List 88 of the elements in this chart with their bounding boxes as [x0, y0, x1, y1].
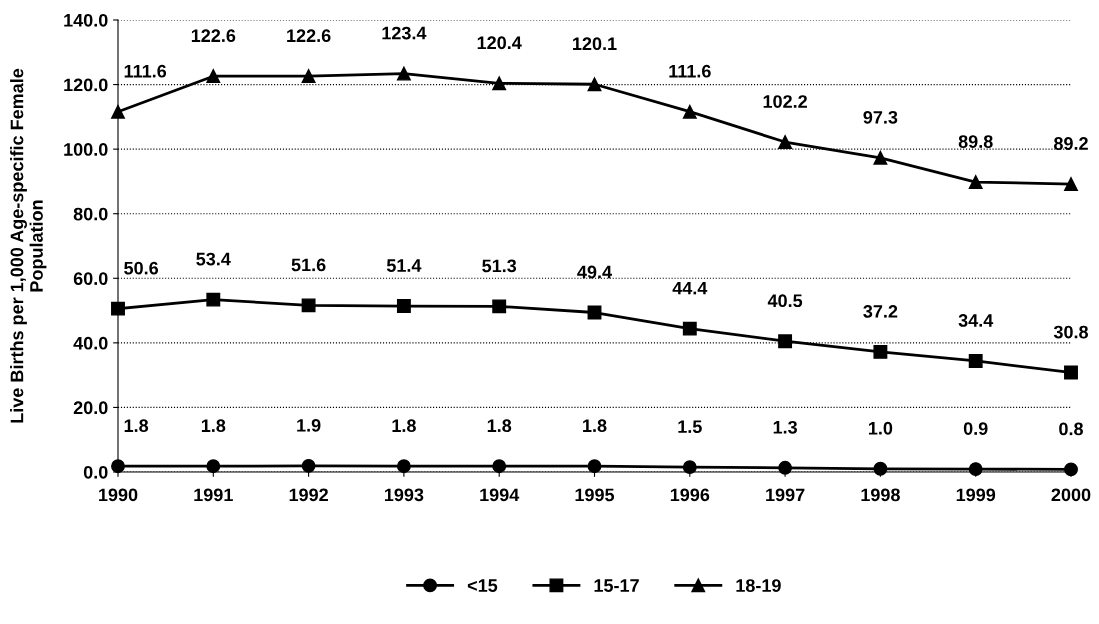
point	[206, 292, 221, 307]
data-label: 89.8	[958, 135, 993, 148]
x-tick-label: 1995	[575, 488, 615, 502]
data-label: 123.4	[382, 26, 427, 40]
y-tick-label: 100.0	[64, 143, 108, 156]
data-label: 49.4	[577, 265, 612, 279]
point	[396, 66, 411, 81]
x-tick-label: 1998	[861, 488, 900, 502]
point	[1064, 365, 1078, 380]
point	[492, 76, 507, 91]
legend-label: <15	[467, 579, 498, 592]
point	[682, 104, 697, 119]
point	[968, 353, 983, 368]
point	[778, 460, 793, 475]
data-label: 51.4	[386, 259, 422, 272]
y-tick-label: 60.0	[73, 272, 108, 286]
point	[301, 458, 316, 473]
x-tick-label: 1999	[956, 488, 996, 502]
x-tick-label: 1997	[766, 488, 805, 502]
data-label: 120.4	[477, 36, 522, 50]
x-tick-label: 1994	[480, 488, 520, 502]
data-label: 1.8	[201, 419, 226, 433]
data-label: 51.3	[482, 259, 517, 273]
point	[111, 104, 125, 119]
y-tick-label: 140.0	[64, 13, 108, 27]
data-label: 0.9	[963, 422, 988, 435]
data-label: 122.6	[287, 29, 331, 43]
point	[587, 77, 602, 92]
legend-label: 15-17	[594, 579, 639, 592]
point	[778, 135, 793, 149]
y-tick-label: 0.0	[83, 465, 108, 479]
x-tick-label: 1996	[670, 488, 710, 502]
data-label: 1.8	[487, 419, 512, 433]
data-label: 1.0	[868, 421, 893, 435]
data-label: 111.6	[669, 64, 711, 78]
x-tick-label: 1992	[289, 488, 328, 502]
data-label: 53.4	[196, 252, 231, 266]
y-axis-title: Live Births per 1,000 Age-specific Female Population	[10, 68, 47, 423]
data-label: 1.8	[392, 419, 416, 433]
data-label: 1.9	[297, 418, 321, 432]
data-label: 44.4	[672, 281, 708, 295]
data-label: 50.6	[124, 261, 159, 275]
point	[111, 459, 125, 474]
data-label: 89.2	[1054, 137, 1088, 150]
data-label: 51.6	[291, 258, 326, 272]
point	[778, 334, 793, 349]
point	[1064, 462, 1078, 477]
y-tick-label: 80.0	[73, 207, 108, 221]
data-label: 37.2	[863, 304, 898, 318]
point	[682, 460, 697, 475]
legend-label: 18-19	[736, 579, 781, 592]
data-label: 1.5	[678, 420, 702, 434]
data-label: 97.3	[863, 110, 898, 124]
data-label: 120.1	[573, 37, 617, 51]
point	[492, 299, 507, 314]
data-label: 1.8	[124, 419, 149, 433]
y-tick-label: 120.0	[64, 78, 108, 92]
data-label: 1.3	[773, 420, 797, 434]
point	[301, 298, 316, 313]
point	[968, 462, 983, 477]
point	[873, 150, 888, 165]
y-tick-label: 20.0	[73, 401, 108, 415]
data-label: 122.6	[191, 29, 236, 43]
point	[206, 459, 221, 474]
x-tick-label: 2000	[1051, 488, 1091, 502]
point	[396, 459, 411, 474]
data-label: 30.8	[1053, 325, 1089, 339]
point	[968, 175, 983, 190]
point	[587, 459, 602, 474]
data-label: 102.2	[763, 95, 807, 108]
x-tick-label: 1990	[99, 488, 138, 502]
x-tick-label: 1993	[384, 488, 424, 502]
x-tick-label: 1991	[194, 488, 233, 502]
data-label: 34.4	[958, 314, 994, 327]
point	[396, 299, 411, 313]
point	[111, 301, 125, 316]
point	[873, 461, 888, 476]
point	[301, 69, 316, 84]
point	[682, 321, 697, 336]
data-label: 40.5	[767, 294, 803, 308]
data-label: 0.8	[1059, 422, 1083, 436]
point	[206, 69, 221, 84]
point	[492, 459, 507, 474]
point	[873, 344, 888, 359]
y-tick-label: 40.0	[73, 336, 108, 350]
data-label: 1.8	[583, 419, 607, 433]
point	[1064, 177, 1078, 191]
data-label: 111.6	[124, 64, 167, 78]
